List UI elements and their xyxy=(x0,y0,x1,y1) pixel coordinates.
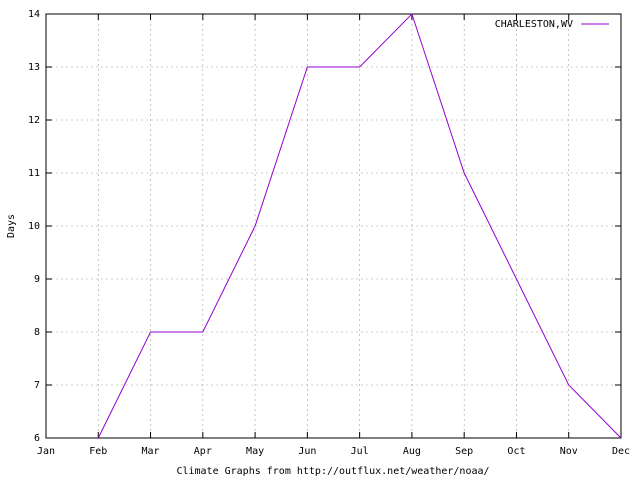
y-tick-label: 9 xyxy=(34,274,40,285)
x-tick-label: Nov xyxy=(560,446,578,457)
plot-frame xyxy=(45,13,622,439)
y-tick-label: 10 xyxy=(28,221,40,232)
y-tick-label: 12 xyxy=(28,115,40,126)
data-line xyxy=(97,13,622,439)
y-tick-label: 13 xyxy=(28,62,40,73)
x-tick-label: Aug xyxy=(403,446,421,457)
x-axis-label: Climate Graphs from http://outflux.net/w… xyxy=(176,466,489,477)
x-tick-label: May xyxy=(246,446,264,457)
x-tick-label: Feb xyxy=(89,446,107,457)
y-axis-label: Days xyxy=(6,214,17,238)
x-tick-label: Jun xyxy=(298,446,316,457)
x-tick-label: Dec xyxy=(612,446,630,457)
y-tick-label: 7 xyxy=(34,380,40,391)
legend-label: CHARLESTON,WV xyxy=(495,19,573,30)
x-tick-label: Jul xyxy=(351,446,369,457)
y-tick-label: 14 xyxy=(28,9,40,20)
x-tick-label: Apr xyxy=(194,446,212,457)
x-tick-label: Mar xyxy=(142,446,160,457)
x-tick-label: Oct xyxy=(507,446,525,457)
x-tick-label: Jan xyxy=(37,446,55,457)
x-tick-label: Sep xyxy=(455,446,473,457)
y-tick-label: 6 xyxy=(34,433,40,444)
y-tick-label: 11 xyxy=(28,168,40,179)
y-tick-label: 8 xyxy=(34,327,40,338)
